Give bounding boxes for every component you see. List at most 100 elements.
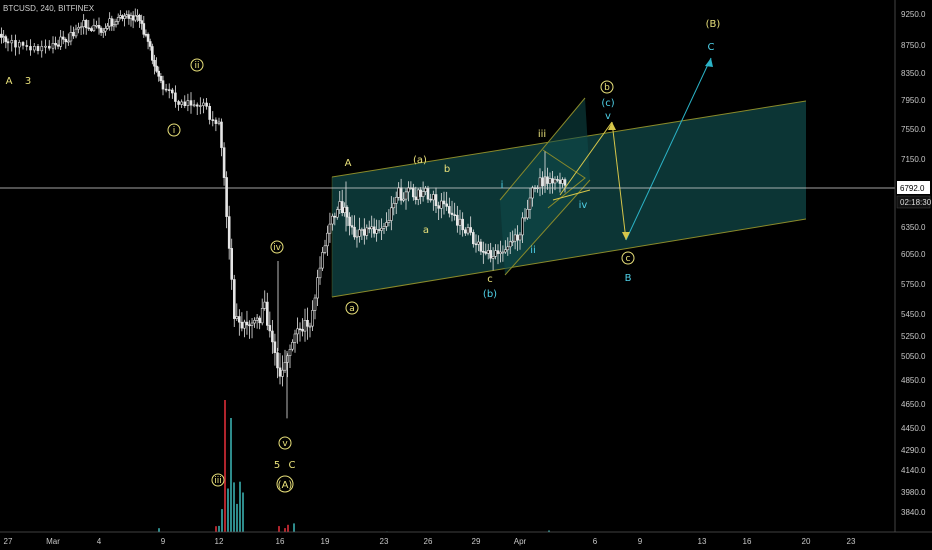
candle-body	[323, 245, 327, 253]
candle-body	[2, 36, 6, 38]
candle-body	[189, 100, 193, 106]
candle-body	[220, 121, 223, 148]
candle-body	[343, 207, 347, 214]
candle-body	[159, 76, 163, 82]
wave-label: 3	[25, 76, 31, 87]
candle-body	[235, 316, 239, 319]
price-tick-label: 7550.0	[901, 125, 926, 134]
candle-body	[129, 15, 133, 19]
candle-body	[248, 324, 251, 327]
candle-body	[59, 36, 63, 47]
candle-body	[445, 203, 449, 207]
price-tick-label: 5750.0	[901, 280, 926, 289]
volume-bar	[242, 492, 244, 548]
time-tick-label: 29	[472, 537, 481, 546]
candle-body	[293, 333, 297, 343]
candle-body	[311, 310, 314, 327]
candle-body	[47, 45, 51, 49]
candle-body	[399, 187, 403, 201]
candle-body	[301, 328, 304, 332]
time-tick-label: 16	[276, 537, 285, 546]
time-tick-label: 23	[847, 537, 856, 546]
candle-body	[447, 206, 451, 214]
time-tick-label: 9	[638, 537, 643, 546]
candle-body	[365, 227, 369, 236]
candle-body	[127, 14, 131, 19]
candle-body	[306, 319, 309, 327]
candle-body	[217, 121, 221, 124]
candle-body	[523, 217, 527, 220]
candle-body	[546, 176, 549, 184]
candle-body	[61, 36, 65, 40]
candle-body	[331, 215, 334, 225]
candle-body	[225, 177, 228, 217]
wave-label: C	[708, 42, 715, 53]
wave-circle	[270, 240, 284, 254]
candle-body	[167, 89, 171, 91]
candle-body	[32, 45, 36, 51]
candle-body	[370, 226, 374, 230]
candle-body	[87, 27, 91, 30]
candle-body	[394, 197, 398, 204]
volume-bar	[224, 400, 226, 548]
wave-circle	[621, 251, 635, 265]
candle-body	[276, 352, 279, 369]
candle-body	[108, 18, 111, 27]
candle-body	[360, 229, 364, 231]
projection-line	[611, 121, 627, 241]
candle-body	[146, 34, 150, 42]
candle-body	[303, 319, 307, 332]
wave-label: c	[626, 254, 631, 264]
candle-body	[271, 330, 274, 343]
price-tick-label: 3980.0	[901, 488, 926, 497]
price-tick-label: 4450.0	[901, 424, 926, 433]
candle-body	[114, 21, 118, 25]
candle-body	[308, 325, 312, 328]
price-tick-label: 9250.0	[901, 10, 926, 19]
price-tick-label: 6350.0	[901, 223, 926, 232]
price-tick-label: 7150.0	[901, 155, 926, 164]
wave-label: a	[349, 304, 355, 314]
wave-label: i	[501, 180, 504, 191]
candle-body	[511, 240, 515, 243]
candle-body	[455, 214, 459, 226]
candle-body	[375, 229, 378, 234]
candle-body	[496, 250, 500, 254]
candle-body	[243, 321, 246, 329]
candle-body	[123, 15, 126, 19]
price-tick-label: 3840.0	[901, 508, 926, 517]
candle-body	[298, 328, 302, 331]
candle-body	[333, 215, 337, 218]
wave-circle	[278, 436, 292, 450]
candle-body	[561, 179, 564, 184]
candle-body	[44, 45, 47, 48]
candle-body	[521, 217, 524, 236]
time-tick-label: 4	[97, 537, 102, 546]
candle-body	[29, 46, 32, 51]
candle-body	[558, 179, 562, 184]
candle-body	[489, 250, 493, 259]
candle-body	[421, 191, 425, 198]
candle-body	[40, 46, 44, 52]
candle-body	[134, 15, 137, 21]
current-price-badge	[897, 181, 930, 194]
wave-label: (b)	[483, 289, 497, 300]
countdown-label: 02:18:30	[900, 198, 932, 207]
time-tick-label: Mar	[46, 537, 60, 546]
symbol-label: BTCUSD, 240, BITFINEX	[3, 4, 95, 13]
candle-body	[67, 40, 70, 43]
price-tick-label: 4290.0	[901, 446, 926, 455]
candle-body	[144, 33, 148, 36]
time-tick-label: 23	[380, 537, 389, 546]
candle-body	[291, 341, 294, 350]
candle-body	[268, 325, 272, 332]
candle-body	[51, 42, 55, 49]
candle-body	[84, 19, 88, 29]
candle-body	[97, 24, 101, 29]
candle-body	[316, 277, 319, 299]
candle-body	[121, 15, 124, 19]
candle-body	[161, 80, 165, 90]
candle-body	[140, 20, 143, 24]
wave-circle	[211, 473, 225, 487]
